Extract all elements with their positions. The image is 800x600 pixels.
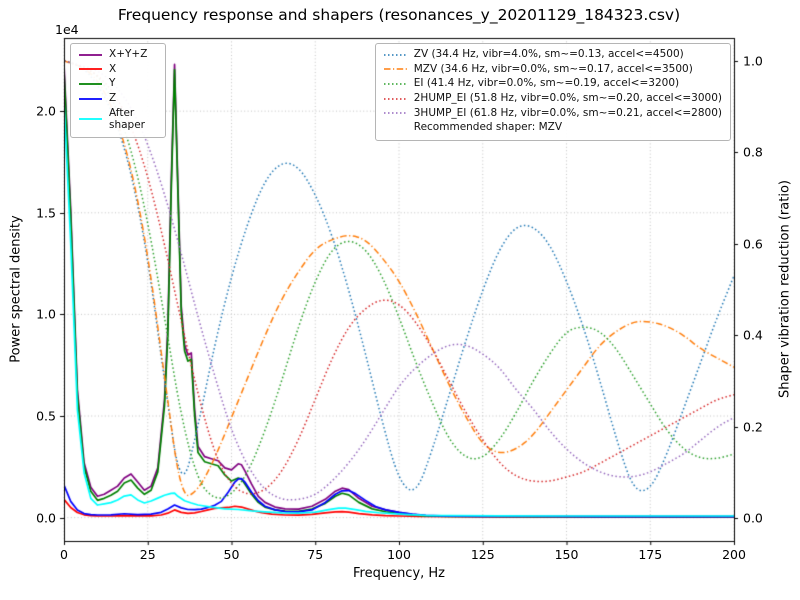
y-left-tick-label: 0.0 (36, 510, 56, 526)
legend-label: X (109, 62, 117, 75)
line-swatch-icon (383, 52, 408, 58)
line-swatch-icon (383, 96, 408, 102)
legend-label: Z (109, 91, 117, 104)
x-tick-label: 0 (60, 547, 68, 562)
line-swatch-icon (383, 66, 408, 72)
line-swatch-icon (78, 116, 103, 122)
y-right-tick-label: 0.4 (743, 327, 763, 343)
y-axis-label-right: Shaper vibration reduction (ratio) (777, 180, 793, 398)
legend-label: X+Y+Z (109, 48, 148, 60)
legend-label: 3HUMP_EI (61.8 Hz, vibr=0.0%, sm~=0.21, … (413, 106, 722, 119)
chart-title: Frequency response and shapers (resonanc… (117, 6, 681, 24)
legend-label: ZV (34.4 Hz, vibr=4.0%, sm~=0.13, accel<… (413, 48, 684, 60)
y-right-tick-label: 1.0 (743, 53, 763, 69)
x-tick-label: 125 (470, 547, 495, 562)
legend-item: Recommended shaper: MZV (383, 121, 722, 135)
axis-offset-text: 1e4 (55, 22, 79, 37)
x-axis-label: Frequency, Hz (352, 566, 446, 581)
legend-label: 2HUMP_EI (51.8 Hz, vibr=0.0%, sm~=0.20, … (413, 91, 722, 104)
legend-item: Z (78, 92, 157, 106)
legend-item: X+Y+Z (78, 48, 157, 62)
x-tick-label: 25 (139, 547, 156, 562)
legend-label: EI (41.4 Hz, vibr=0.0%, sm~=0.19, accel<… (413, 77, 680, 90)
legend-label: MZV (34.6 Hz, vibr=0.0%, sm~=0.17, accel… (413, 62, 693, 75)
legend-label: Recommended shaper: MZV (413, 121, 563, 134)
legend-item: MZV (34.6 Hz, vibr=0.0%, sm~=0.17, accel… (383, 63, 722, 77)
x-tick-label: 150 (554, 547, 579, 562)
legend-psd: X+Y+Z X Y Z After shaper (70, 43, 166, 138)
x-tick-label: 200 (722, 547, 746, 562)
legend-label: After shaper (109, 106, 146, 132)
legend-item: 3HUMP_EI (61.8 Hz, vibr=0.0%, sm~=0.21, … (383, 107, 722, 121)
line-swatch-icon (78, 96, 103, 102)
y-right-tick-label: 0.0 (743, 510, 763, 526)
legend-label: Y (109, 77, 116, 90)
y-left-tick-label: 1.5 (36, 205, 56, 221)
line-swatch-icon (383, 81, 408, 87)
legend-item: X (78, 63, 157, 77)
x-tick-label: 175 (638, 547, 663, 562)
y-left-tick-label: 0.5 (36, 408, 56, 424)
x-tick-label: 50 (223, 547, 240, 562)
y-right-tick-label: 0.6 (743, 236, 763, 252)
legend-item: ZV (34.4 Hz, vibr=4.0%, sm~=0.13, accel<… (383, 48, 722, 62)
x-tick-label: 75 (307, 547, 324, 562)
y-right-tick-label: 0.8 (743, 144, 763, 160)
legend-item: EI (41.4 Hz, vibr=0.0%, sm~=0.19, accel<… (383, 77, 722, 91)
legend-shapers: ZV (34.4 Hz, vibr=4.0%, sm~=0.13, accel<… (374, 43, 731, 141)
legend-item: After shaper (78, 107, 157, 132)
line-swatch-icon (78, 52, 103, 58)
x-tick-label: 100 (387, 547, 411, 562)
y-left-tick-label: 1.0 (36, 306, 56, 322)
legend-item: Y (78, 77, 157, 91)
line-swatch-icon (78, 66, 103, 72)
line-swatch-icon (383, 110, 408, 116)
y-left-tick-label: 2.0 (36, 103, 56, 119)
legend-item: 2HUMP_EI (51.8 Hz, vibr=0.0%, sm~=0.20, … (383, 92, 722, 106)
y-axis-label-left: Power spectral density (8, 215, 24, 363)
line-swatch-icon (78, 81, 103, 87)
y-right-tick-label: 0.2 (743, 419, 763, 435)
